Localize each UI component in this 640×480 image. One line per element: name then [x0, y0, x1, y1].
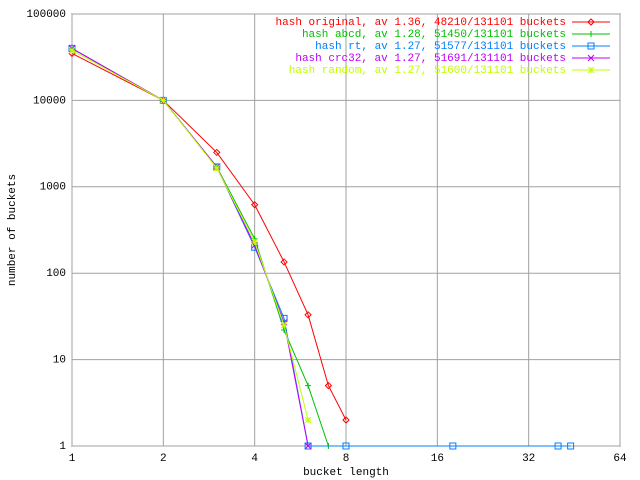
marker [587, 66, 595, 74]
x-tick-label: 8 [343, 453, 350, 465]
y-axis-label: number of buckets [7, 174, 19, 286]
y-tick-label: 10000 [33, 95, 66, 107]
x-tick-label: 4 [251, 453, 258, 465]
legend-label: hash abcd, av 1.28, 51450/131101 buckets [302, 29, 566, 41]
marker [342, 442, 350, 450]
marker [251, 238, 259, 246]
legend-label: hash crc32, av 1.27, 51691/131101 bucket… [295, 53, 566, 65]
marker [280, 258, 288, 266]
x-tick-label: 16 [431, 453, 444, 465]
data-line [71, 52, 347, 421]
y-tick-label: 1000 [40, 182, 66, 194]
marker [213, 164, 221, 172]
marker [554, 442, 562, 450]
data-line [71, 47, 329, 447]
marker [449, 442, 457, 450]
y-tick-label: 10 [53, 355, 66, 367]
marker [567, 442, 575, 450]
legend-label: hash original, av 1.36, 48210/131101 buc… [276, 17, 566, 29]
marker [250, 201, 259, 209]
data-line [71, 49, 309, 421]
marker [324, 381, 333, 390]
legend-label: hash random, av 1.27, 51600/131101 bucke… [289, 65, 566, 77]
marker [342, 416, 350, 424]
y-tick-label: 1 [59, 441, 66, 453]
data-line [71, 47, 309, 447]
y-tick-label: 100 [46, 268, 66, 280]
marker [304, 416, 312, 424]
legend-label: hash rt, av 1.27, 51577/131101 buckets [315, 41, 566, 53]
x-tick-label: 32 [522, 453, 535, 465]
marker [280, 321, 288, 329]
marker [587, 54, 595, 62]
marker [213, 148, 221, 157]
marker [68, 46, 76, 54]
x-tick-label: 2 [160, 453, 167, 465]
data-line [71, 47, 571, 447]
marker [588, 31, 594, 37]
marker [304, 311, 312, 319]
y-tick-label: 100000 [26, 9, 66, 21]
marker [159, 97, 167, 104]
marker [304, 442, 312, 450]
x-tick-label: 64 [613, 453, 627, 465]
x-tick-label: 1 [69, 453, 76, 465]
marker [587, 18, 595, 26]
marker [587, 42, 595, 50]
x-axis-label: bucket length [303, 467, 389, 479]
marker [305, 382, 312, 389]
